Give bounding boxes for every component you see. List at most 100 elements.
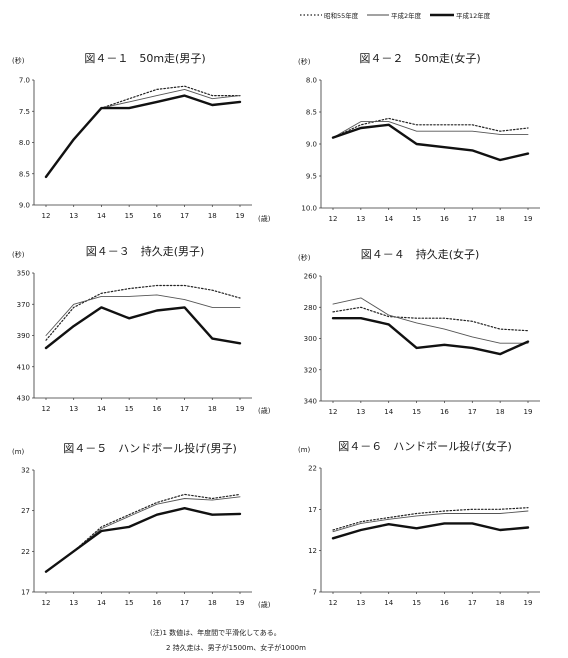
y-tick-label: 9.0 bbox=[306, 141, 317, 149]
x-tick-label: 12 bbox=[42, 405, 51, 413]
x-axis-unit: (歳) bbox=[258, 406, 271, 415]
x-tick-label: 14 bbox=[97, 405, 106, 413]
x-tick-label: 16 bbox=[152, 405, 161, 413]
y-axis-unit: (m) bbox=[298, 446, 311, 454]
y-tick-label: 8.5 bbox=[306, 109, 317, 117]
x-tick-label: 19 bbox=[524, 215, 533, 223]
x-tick-label: 14 bbox=[384, 215, 393, 223]
chart-title: 図４－５ ハンドボール投げ(男子) bbox=[63, 441, 237, 455]
x-tick-label: 19 bbox=[524, 599, 533, 607]
series-line-s55 bbox=[45, 493, 241, 573]
x-tick-label: 13 bbox=[356, 599, 365, 607]
x-tick-label: 12 bbox=[329, 215, 338, 223]
note-2: 2 持久走は、男子が1500m、女子が1000m bbox=[166, 643, 306, 652]
x-tick-label: 15 bbox=[412, 408, 421, 416]
x-tick-label: 12 bbox=[329, 599, 338, 607]
x-tick-label: 18 bbox=[496, 215, 505, 223]
y-tick-label: 430 bbox=[17, 395, 30, 403]
x-tick-label: 14 bbox=[97, 599, 106, 607]
series-line-s55 bbox=[45, 85, 241, 178]
chart-title: 図４－４ 持久走(女子) bbox=[361, 247, 480, 261]
y-tick-label: 7.0 bbox=[19, 77, 30, 85]
y-axis-unit: (秒) bbox=[12, 56, 25, 65]
series-line-s55 bbox=[45, 284, 241, 341]
chart-handball-girls: 図４－６ ハンドボール投げ(女子) (m) 7 12 17 22 12 13 14 15 16 17 1… bbox=[298, 439, 540, 607]
y-tick-label: 10.0 bbox=[301, 205, 317, 213]
x-tick-label: 15 bbox=[125, 405, 134, 413]
y-tick-label: 32 bbox=[21, 467, 30, 475]
x-tick-label: 13 bbox=[69, 405, 78, 413]
x-axis-unit: (歳) bbox=[258, 214, 271, 223]
x-tick-label: 18 bbox=[496, 599, 505, 607]
series-line-s55 bbox=[332, 117, 529, 139]
x-tick-label: 19 bbox=[236, 212, 245, 220]
series-line-s55 bbox=[332, 306, 529, 332]
y-axis-unit: (秒) bbox=[298, 253, 311, 262]
x-tick-label: 12 bbox=[42, 212, 51, 220]
series-line-h12 bbox=[44, 306, 242, 350]
y-tick-label: 410 bbox=[17, 363, 30, 371]
y-tick-label: 370 bbox=[17, 301, 30, 309]
chart-50m-boys: 図４－１ 50m走(男子) (秒) (歳) 7.0 7.5 8.0 8.5 9.0 12 13 14… bbox=[12, 52, 271, 223]
x-tick-label: 19 bbox=[524, 408, 533, 416]
y-tick-label: 22 bbox=[308, 465, 317, 473]
y-tick-label: 390 bbox=[17, 332, 30, 340]
x-tick-label: 17 bbox=[180, 405, 189, 413]
x-tick-label: 17 bbox=[180, 599, 189, 607]
legend: 昭和55年度 平成2年度 平成12年度 bbox=[300, 11, 491, 20]
y-tick-label: 8.0 bbox=[19, 139, 30, 147]
chart-handball-boys: 図４－５ ハンドボール投げ(男子) (m) (歳) 17 22 27 32 12 13 14 15 1… bbox=[12, 441, 271, 609]
x-tick-label: 18 bbox=[208, 599, 217, 607]
x-tick-label: 16 bbox=[440, 599, 449, 607]
y-tick-label: 340 bbox=[304, 398, 317, 406]
x-tick-label: 17 bbox=[468, 215, 477, 223]
series-line-h2 bbox=[332, 121, 529, 139]
y-tick-label: 12 bbox=[308, 547, 317, 555]
chart-title: 図４－２ 50m走(女子) bbox=[359, 51, 480, 65]
series-line-h12 bbox=[331, 317, 530, 356]
series-line-h2 bbox=[45, 294, 241, 336]
x-tick-label: 13 bbox=[356, 408, 365, 416]
legend-label-h12: 平成12年度 bbox=[456, 11, 491, 20]
y-tick-label: 8.5 bbox=[19, 170, 30, 178]
legend-label-s55: 昭和55年度 bbox=[324, 11, 359, 20]
y-tick-label: 22 bbox=[21, 548, 30, 556]
x-tick-label: 16 bbox=[152, 212, 161, 220]
series-line-h12 bbox=[331, 123, 530, 162]
x-tick-label: 15 bbox=[125, 599, 134, 607]
x-tick-label: 15 bbox=[125, 212, 134, 220]
x-tick-label: 13 bbox=[356, 215, 365, 223]
series-line-h2 bbox=[45, 88, 241, 178]
x-tick-label: 15 bbox=[412, 599, 421, 607]
y-tick-label: 350 bbox=[17, 270, 30, 278]
chart-title: 図４－３ 持久走(男子) bbox=[86, 244, 205, 258]
series-line-h12 bbox=[44, 507, 242, 573]
y-tick-label: 280 bbox=[304, 304, 317, 312]
x-tick-label: 14 bbox=[384, 599, 393, 607]
y-axis-unit: (m) bbox=[12, 448, 25, 456]
note-1: (注)1 数値は、年度間で平滑化してある。 bbox=[150, 628, 281, 637]
x-tick-label: 12 bbox=[329, 408, 338, 416]
series-line-h12 bbox=[44, 94, 242, 179]
chart-endurance-boys: 図４－３ 持久走(男子) (秒) (歳) 350 370 390 410 430 12 13 14 1… bbox=[12, 244, 271, 415]
x-tick-label: 17 bbox=[180, 212, 189, 220]
x-tick-label: 14 bbox=[97, 212, 106, 220]
legend-label-h2: 平成2年度 bbox=[391, 11, 422, 20]
x-tick-label: 13 bbox=[69, 212, 78, 220]
series-line-h2 bbox=[332, 510, 529, 533]
y-axis-unit: (秒) bbox=[12, 250, 25, 259]
x-tick-label: 17 bbox=[468, 408, 477, 416]
y-tick-label: 9.0 bbox=[19, 202, 30, 210]
series-line-s55 bbox=[332, 507, 529, 531]
y-tick-label: 7 bbox=[313, 589, 317, 597]
x-tick-label: 15 bbox=[412, 215, 421, 223]
y-tick-label: 27 bbox=[21, 507, 30, 515]
chart-title: 図４－６ ハンドボール投げ(女子) bbox=[338, 439, 512, 453]
x-tick-label: 13 bbox=[69, 599, 78, 607]
y-tick-label: 300 bbox=[304, 335, 317, 343]
x-tick-label: 16 bbox=[152, 599, 161, 607]
x-tick-label: 18 bbox=[496, 408, 505, 416]
y-axis-unit: (秒) bbox=[298, 57, 311, 66]
x-tick-label: 19 bbox=[236, 405, 245, 413]
